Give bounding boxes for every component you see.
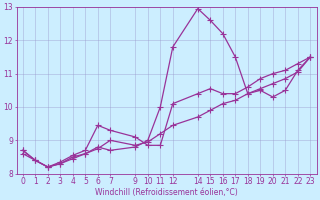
X-axis label: Windchill (Refroidissement éolien,°C): Windchill (Refroidissement éolien,°C) xyxy=(95,188,238,197)
